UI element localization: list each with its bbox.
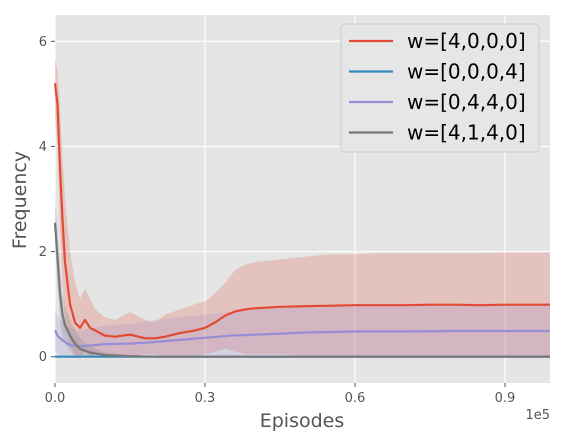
y-axis-label: Frequency xyxy=(9,151,31,249)
x-tick-label: 0.9 xyxy=(495,391,516,406)
x-axis-offset-label: 1e5 xyxy=(525,408,550,423)
legend-label-2: w=[0,4,4,0] xyxy=(407,90,526,114)
legend-label-3: w=[4,1,4,0] xyxy=(407,121,526,145)
series-line-3 xyxy=(53,222,550,358)
legend-label-0: w=[4,0,0,0] xyxy=(407,29,526,53)
legend-box xyxy=(340,23,540,153)
series-band-2 xyxy=(55,305,550,357)
x-tick-label: 0.3 xyxy=(195,391,216,406)
y-tick-label: 0 xyxy=(39,350,47,365)
series-band-0 xyxy=(55,57,550,357)
series-lines xyxy=(53,83,550,358)
y-tick-label: 4 xyxy=(39,140,47,155)
confidence-bands xyxy=(55,57,550,357)
legend: w=[4,0,0,0] w=[0,0,0,4] w=[0,4,4,0] w=[4,1,… xyxy=(340,23,540,153)
x-tick-label: 0.0 xyxy=(45,391,66,406)
x-axis-ticks: 0.0 0.3 0.6 0.9 xyxy=(45,383,516,406)
y-tick-label: 2 xyxy=(39,245,47,260)
y-tick-label: 6 xyxy=(39,35,47,50)
legend-label-1: w=[0,0,0,4] xyxy=(407,60,526,84)
series-line-2 xyxy=(54,329,550,348)
series-line-0 xyxy=(53,83,550,340)
y-axis-ticks: 0 2 4 6 xyxy=(39,35,55,365)
x-axis-label: Episodes xyxy=(260,410,345,432)
x-tick-label: 0.6 xyxy=(345,391,366,406)
